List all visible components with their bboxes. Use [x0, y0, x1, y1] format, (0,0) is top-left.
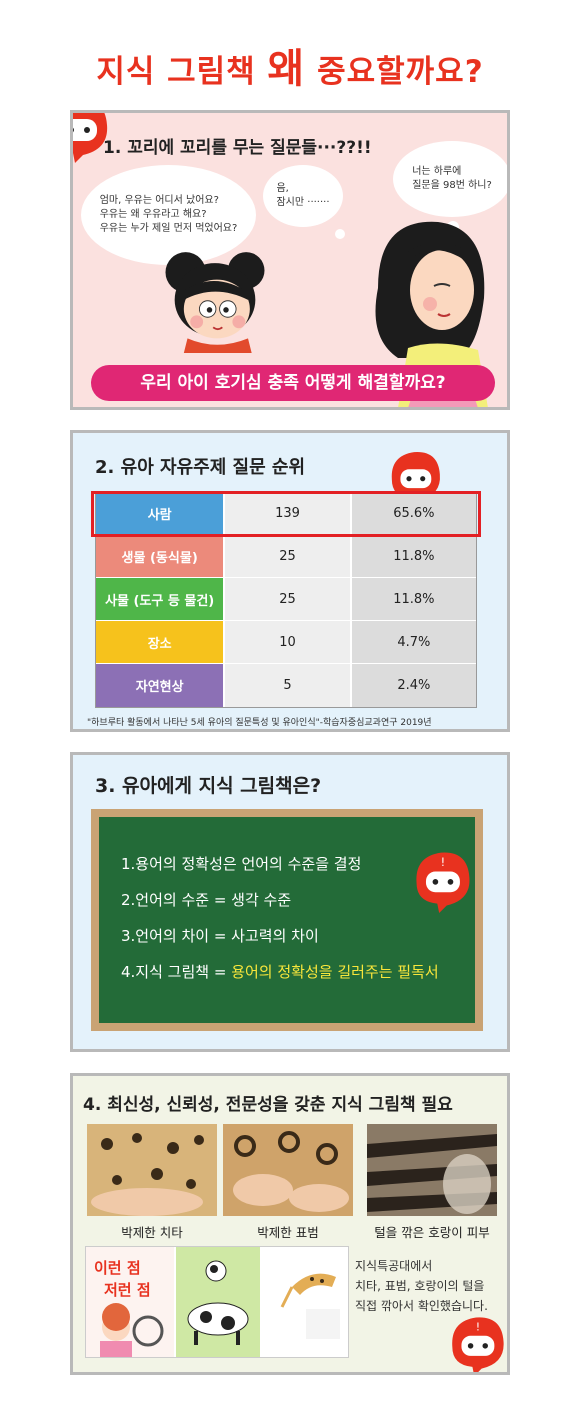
board-line-1: 1.용어의 정확성은 언어의 수준을 결정 [121, 855, 362, 873]
section1-title: 1. 꼬리에 꼬리를 무는 질문들···??!! [103, 138, 372, 158]
caption-cheetah: 박제한 치타 [121, 1225, 183, 1240]
bubble-tail-dot [335, 229, 345, 239]
mom-speech-text: 음, 잠시만 ······· [276, 183, 330, 208]
chalkboard: 1.용어의 정확성은 언어의 수준을 결정 2.언어의 수준 = 생각 수준 3… [91, 809, 483, 1031]
board-line-4-pre: 4.지식 그림책 = [121, 963, 232, 981]
thought-text: 너는 하루에 질문을 98번 하니? [412, 166, 492, 191]
section2-title: 2. 유아 자유주제 질문 순위 [95, 457, 306, 478]
category-cell: 장소 [96, 621, 224, 663]
section-curiosity: 1. 꼬리에 꼬리를 무는 질문들···??!! 엄마, 우유는 어디서 났어요… [70, 110, 510, 410]
board-line-3: 3.언어의 차이 = 사고력의 차이 [121, 927, 319, 945]
book-title-line-1: 이런 점 [94, 1259, 141, 1277]
top-row-highlight [91, 491, 481, 537]
caption-leopard: 박제한 표범 [257, 1225, 319, 1240]
mom-speech-bubble: 음, 잠시만 ······· [263, 165, 343, 227]
percent-cell: 4.7% [349, 621, 477, 663]
svg-text:!: ! [476, 1320, 480, 1333]
board-line-4-highlight: 용어의 정확성을 길러주는 필독서 [231, 963, 439, 981]
section4-title: 4. 최신성, 신뢰성, 전문성을 갖춘 지식 그림책 필요 [83, 1095, 453, 1115]
thought-bubble: 너는 하루에 질문을 98번 하니? [393, 141, 507, 217]
section-knowledge-books: 3. 유아에게 지식 그림책은? 1.용어의 정확성은 언어의 수준을 결정 2… [70, 752, 510, 1052]
tiger-skin-photo [367, 1124, 497, 1216]
board-line-2: 2.언어의 수준 = 생각 수준 [121, 891, 292, 909]
category-cell: 생물 (동식물) [96, 535, 224, 577]
table-row: 자연현상 5 2.4% [96, 664, 477, 707]
page-title-post: 중요할까요? [305, 54, 484, 90]
percent-cell: 65.6% [349, 492, 477, 534]
section3-title: 3. 유아에게 지식 그림책은? [95, 775, 322, 797]
book-title-line-2: 저런 점 [104, 1281, 151, 1299]
count-cell: 25 [223, 535, 350, 577]
page-title-emphasis: 왜 [267, 46, 306, 92]
leopard-fur-photo [223, 1124, 353, 1216]
table-row: 사람 139 65.6% [96, 492, 477, 535]
book-page-cow [176, 1247, 260, 1357]
category-cell: 자연현상 [96, 664, 224, 707]
caption-tiger: 털을 깎은 호랑이 피부 [374, 1225, 490, 1240]
book-cover: 이런 점 저런 점 [86, 1247, 174, 1357]
question-banner: 우리 아이 호기심 충족 어떻게 해결할까요? [91, 365, 495, 401]
percent-cell: 11.8% [349, 535, 477, 577]
category-cell: 사물 (도구 등 물건) [96, 578, 224, 620]
mascot-icon: ! [409, 847, 475, 913]
mascot-icon: ! [73, 110, 113, 163]
percent-cell: 11.8% [349, 578, 477, 620]
svg-text:!: ! [77, 110, 82, 116]
research-note: 지식특공대에서 치타, 표범, 호랑이의 털을 직접 깎아서 확인했습니다. [355, 1259, 488, 1313]
category-cell: 사람 [96, 492, 224, 534]
chalkboard-surface: 1.용어의 정확성은 언어의 수준을 결정 2.언어의 수준 = 생각 수준 3… [99, 817, 475, 1023]
count-cell: 10 [223, 621, 350, 663]
question-ranking-table: 사람 139 65.6% 생물 (동식물) 25 11.8% 사물 (도구 등 … [95, 491, 477, 708]
table-row: 생물 (동식물) 25 11.8% [96, 535, 477, 578]
page-title-pre: 지식 그림책 [96, 54, 268, 90]
count-cell: 25 [223, 578, 350, 620]
count-cell: 139 [223, 492, 350, 534]
book-preview-strip: 이런 점 저런 점 [85, 1246, 349, 1358]
section-expertise: 4. 최신성, 신뢰성, 전문성을 갖춘 지식 그림책 필요 [70, 1073, 510, 1375]
table-row: 사물 (도구 등 물건) 25 11.8% [96, 578, 477, 621]
cheetah-fur-photo [87, 1124, 217, 1216]
book-page-cheetah [262, 1247, 348, 1357]
count-cell: 5 [223, 664, 350, 707]
child-speech-text: 엄마, 우유는 어디서 났어요? 우유는 왜 우유라고 해요? 우유는 누가 제… [99, 195, 238, 234]
source-citation: "하브루타 활동에서 나타난 5세 유아의 질문특성 및 유아인식"-학습자중심… [87, 718, 432, 728]
table-row: 장소 10 4.7% [96, 621, 477, 664]
page-title: 지식 그림책 왜 중요할까요? [0, 36, 580, 94]
section-question-ranking: 2. 유아 자유주제 질문 순위 사람 139 65.6% 생물 (동식물) 2… [70, 430, 510, 732]
mascot-icon: ! [445, 1312, 507, 1372]
percent-cell: 2.4% [349, 664, 477, 707]
svg-text:!: ! [441, 856, 446, 869]
board-line-4: 4.지식 그림책 = 용어의 정확성을 길러주는 필독서 [121, 961, 439, 982]
child-illustration [155, 243, 275, 353]
child-speech-bubble: 엄마, 우유는 어디서 났어요? 우유는 왜 우유라고 해요? 우유는 누가 제… [81, 165, 256, 265]
